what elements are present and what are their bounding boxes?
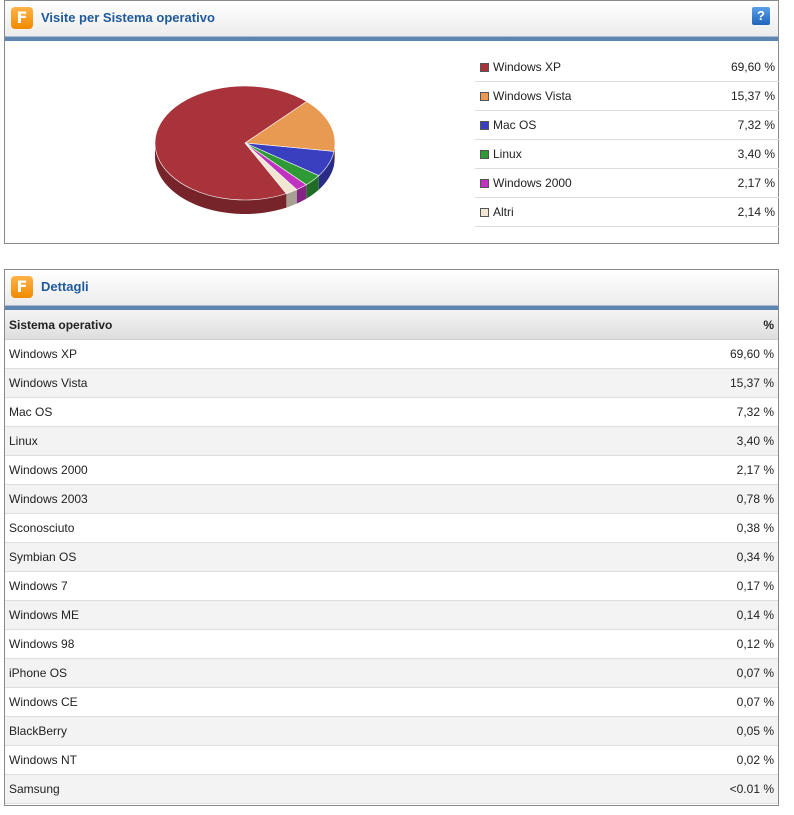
- table-row: Samsung <0.01 %: [5, 775, 778, 804]
- chart-panel-header: F Visite per Sistema operativo ?: [5, 1, 778, 36]
- cell-os: Windows 98: [9, 637, 75, 651]
- pie-slice-side: [306, 175, 319, 199]
- legend-label: Altri: [493, 205, 514, 219]
- cell-percent: 0,07 %: [736, 695, 774, 709]
- legend-label: Windows XP: [493, 60, 562, 74]
- table-row: Windows CE 0,07 %: [5, 688, 778, 717]
- legend-item: Altri 2,14 %: [475, 198, 779, 227]
- cell-os: Linux: [9, 434, 38, 448]
- legend-label: Linux: [493, 147, 522, 161]
- column-header-os[interactable]: Sistema operativo: [9, 318, 113, 332]
- cell-os: Windows 2003: [9, 492, 88, 506]
- cell-percent: 0,34 %: [736, 550, 774, 564]
- chart-legend: Windows XP 69,60 % Windows Vista 15,37 % Mac…: [475, 53, 779, 227]
- table-row: Windows 98 0,12 %: [5, 630, 778, 659]
- detail-panel-header: F Dettagli: [5, 270, 778, 305]
- cell-os: Windows 7: [9, 579, 68, 593]
- legend-value: 7,32 %: [737, 118, 775, 132]
- cell-os: Windows CE: [9, 695, 78, 709]
- legend-value: 3,40 %: [737, 147, 775, 161]
- app-logo-icon: F: [11, 276, 33, 298]
- cell-os: BlackBerry: [9, 724, 68, 738]
- cell-os: Symbian OS: [9, 550, 77, 564]
- legend-item: Windows 2000 2,17 %: [475, 169, 779, 198]
- cell-percent: 3,40 %: [736, 434, 774, 448]
- legend-value: 69,60 %: [730, 60, 775, 74]
- table-row: Sconosciuto 0,38 %: [5, 514, 778, 543]
- pie-slice-side: [286, 189, 297, 208]
- legend-value: 15,37 %: [730, 89, 775, 103]
- legend-swatch: [480, 150, 489, 159]
- cell-os: Windows ME: [9, 608, 80, 622]
- cell-percent: 0,17 %: [736, 579, 774, 593]
- table-row: BlackBerry 0,05 %: [5, 717, 778, 746]
- pie-slice-windows-vista: [244, 101, 336, 152]
- table-row: iPhone OS 0,07 %: [5, 659, 778, 688]
- detail-panel: F Dettagli Sistema operativo % Windows X…: [4, 269, 779, 806]
- legend-swatch: [480, 208, 489, 217]
- cell-os: Samsung: [9, 782, 60, 796]
- help-icon[interactable]: ?: [752, 7, 770, 25]
- legend-label: Windows 2000: [493, 176, 572, 190]
- pie-chart: [154, 85, 336, 214]
- chart-panel: F Visite per Sistema operativo ? Windows…: [4, 0, 779, 244]
- cell-percent: 0,78 %: [736, 492, 774, 506]
- legend-item: Windows Vista 15,37 %: [475, 82, 779, 111]
- header-divider: [5, 36, 778, 41]
- legend-item: Linux 3,40 %: [475, 140, 779, 169]
- legend-swatch: [480, 63, 489, 72]
- table-body: Windows XP 69,60 % Windows Vista 15,37 % Mac…: [5, 340, 778, 804]
- detail-panel-title: Dettagli: [41, 279, 89, 294]
- pie-slice-side: [155, 143, 287, 214]
- legend-swatch: [480, 179, 489, 188]
- cell-os: Windows NT: [9, 753, 78, 767]
- cell-os: Windows 2000: [9, 463, 88, 477]
- pie-slice-side: [296, 184, 307, 204]
- pie-slice-windows-xp: [154, 85, 308, 201]
- table-row: Linux 3,40 %: [5, 427, 778, 456]
- legend-item: Mac OS 7,32 %: [475, 111, 779, 140]
- cell-os: Windows XP: [9, 347, 78, 361]
- legend-value: 2,14 %: [737, 205, 775, 219]
- header-divider: [5, 305, 778, 310]
- chart-panel-title: Visite per Sistema operativo: [41, 10, 215, 25]
- legend-label: Mac OS: [493, 118, 537, 132]
- table-row: Windows 7 0,17 %: [5, 572, 778, 601]
- cell-percent: 0,38 %: [736, 521, 774, 535]
- column-header-percent[interactable]: %: [763, 318, 774, 332]
- cell-percent: <0.01 %: [729, 782, 774, 796]
- table-row: Windows Vista 15,37 %: [5, 369, 778, 398]
- legend-value: 2,17 %: [737, 176, 775, 190]
- cell-percent: 0,07 %: [736, 666, 774, 680]
- cell-os: Sconosciuto: [9, 521, 75, 535]
- table-row: Windows 2000 2,17 %: [5, 456, 778, 485]
- table-row: Symbian OS 0,34 %: [5, 543, 778, 572]
- cell-percent: 2,17 %: [736, 463, 774, 477]
- cell-os: Mac OS: [9, 405, 53, 419]
- table-row: Windows ME 0,14 %: [5, 601, 778, 630]
- legend-item: Windows XP 69,60 %: [475, 53, 779, 82]
- pie-slice-side: [318, 151, 335, 190]
- table-row: Mac OS 7,32 %: [5, 398, 778, 427]
- cell-percent: 7,32 %: [736, 405, 774, 419]
- table-header: Sistema operativo %: [5, 310, 778, 340]
- legend-swatch: [480, 92, 489, 101]
- legend-label: Windows Vista: [493, 89, 572, 103]
- cell-os: Windows Vista: [9, 376, 88, 390]
- cell-percent: 0,12 %: [736, 637, 774, 651]
- app-logo-icon: F: [11, 7, 33, 29]
- cell-os: iPhone OS: [9, 666, 68, 680]
- cell-percent: 0,14 %: [736, 608, 774, 622]
- cell-percent: 0,02 %: [736, 753, 774, 767]
- cell-percent: 15,37 %: [729, 376, 774, 390]
- table-row: Windows NT 0,02 %: [5, 746, 778, 775]
- table-row: Windows 2003 0,78 %: [5, 485, 778, 514]
- table-row: Windows XP 69,60 %: [5, 340, 778, 369]
- legend-swatch: [480, 121, 489, 130]
- cell-percent: 69,60 %: [729, 347, 774, 361]
- cell-percent: 0,05 %: [736, 724, 774, 738]
